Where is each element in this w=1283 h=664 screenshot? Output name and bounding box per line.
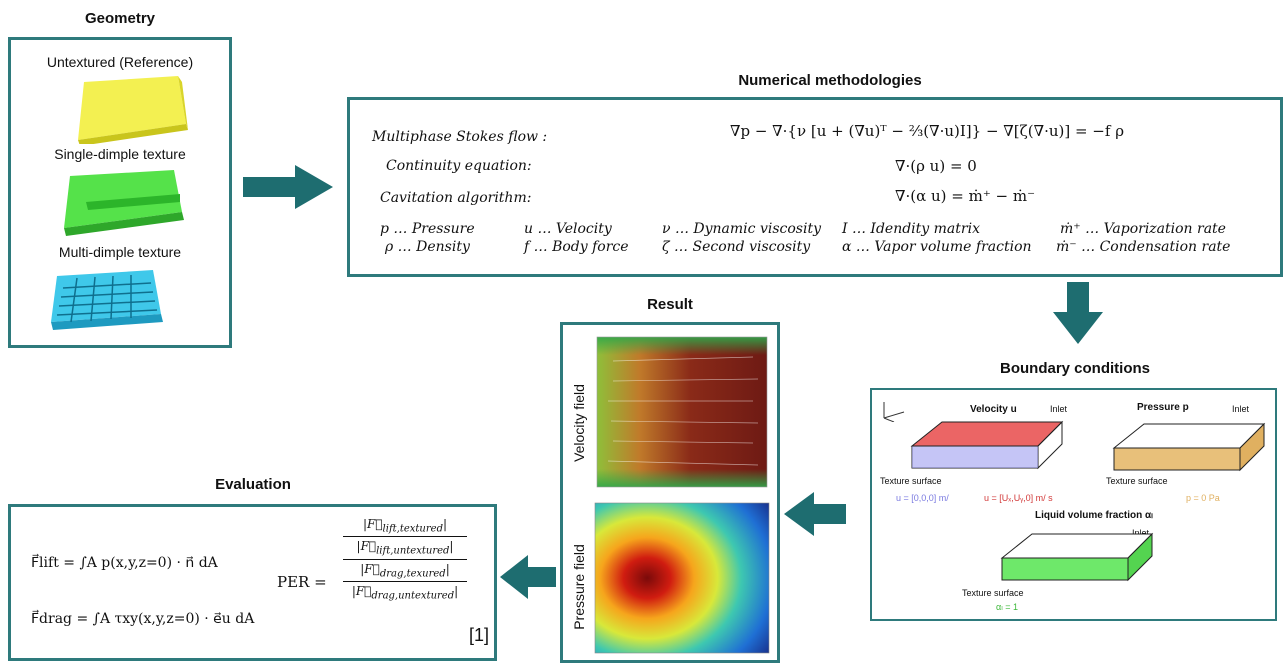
liquid-fraction-title: Liquid volume fraction αₗ bbox=[1035, 510, 1153, 521]
velocity-field-plot bbox=[596, 336, 768, 488]
legend-density: ρ … Density bbox=[385, 239, 470, 255]
velocity-bc-block bbox=[910, 420, 1064, 470]
single-dimple-label: Single-dimple texture bbox=[54, 146, 186, 162]
liquid-fraction-block bbox=[1000, 532, 1154, 582]
evaluation-title: Evaluation bbox=[215, 476, 291, 493]
stokes-label: Multiphase Stokes flow : bbox=[372, 129, 548, 145]
arrow-down-icon bbox=[1053, 282, 1103, 344]
untextured-label: Untextured (Reference) bbox=[46, 54, 194, 70]
legend-condensation-rate: ṁ⁻ … Condensation rate bbox=[1056, 239, 1231, 255]
geometry-panel: Untextured (Reference) Single-dimple tex… bbox=[8, 37, 232, 348]
single-dimple-block-image bbox=[64, 170, 184, 236]
continuity-label: Continuity equation: bbox=[386, 158, 532, 174]
arrow-right-icon bbox=[243, 165, 333, 209]
numerical-panel: Multiphase Stokes flow : ∇p − ∇·{ν [u + … bbox=[347, 97, 1283, 277]
legend-velocity: u … Velocity bbox=[524, 221, 612, 237]
cavitation-label: Cavitation algorithm: bbox=[380, 190, 532, 206]
legend-second-viscosity: ζ … Second viscosity bbox=[662, 239, 811, 255]
velocity-bc-title: Velocity u bbox=[970, 404, 1017, 415]
pressure-texture-label: Texture surface bbox=[1106, 476, 1168, 486]
arrow-left-icon bbox=[784, 492, 846, 536]
velocity-texture-label: Texture surface bbox=[880, 476, 942, 486]
per-fraction: |F⃗lift,textured| |F⃗lift,untextured| |F… bbox=[343, 517, 467, 602]
geometry-title: Geometry bbox=[84, 10, 156, 27]
cavitation-equation: ∇·(α u) = ṁ⁺ − ṁ⁻ bbox=[895, 187, 1035, 205]
stokes-equation: ∇p − ∇·{ν [u + (∇u)ᵀ − ⅔(∇·u)I]} − ∇[ζ(∇… bbox=[730, 122, 1125, 140]
reference-marker: [1] bbox=[469, 625, 490, 645]
legend-body-force: f … Body force bbox=[524, 239, 629, 255]
velocity-field-label: Velocity field bbox=[571, 384, 587, 462]
drag-equation: F⃗drag = ∫A τxy(x,y,z=0) · e⃗u dA bbox=[31, 611, 255, 627]
untextured-block-image bbox=[78, 76, 188, 144]
numerical-title: Numerical methodologies bbox=[738, 72, 922, 89]
pressure-field-label: Pressure field bbox=[571, 544, 587, 630]
liquid-fraction-value: αₗ = 1 bbox=[996, 602, 1018, 612]
boundary-panel: Velocity u Inlet Texture surface u = [0,… bbox=[870, 388, 1277, 621]
legend-pressure: p … Pressure bbox=[380, 221, 475, 237]
legend-vapor-fraction: α … Vapor volume fraction bbox=[842, 239, 1032, 255]
velocity-inlet-label: Inlet bbox=[1050, 404, 1068, 414]
legend-dynamic-viscosity: ν … Dynamic viscosity bbox=[662, 221, 821, 237]
liquid-texture-label: Texture surface bbox=[962, 588, 1024, 598]
liquid-inlet-label: Inlet bbox=[1132, 528, 1150, 538]
boundary-title: Boundary conditions bbox=[1000, 360, 1150, 377]
multi-dimple-label: Multi-dimple texture bbox=[58, 244, 182, 260]
result-title: Result bbox=[647, 296, 693, 313]
continuity-equation: ∇·(ρ u) = 0 bbox=[895, 157, 977, 175]
pressure-inlet-label: Inlet bbox=[1232, 404, 1250, 414]
result-panel: Velocity field Pressure field bbox=[560, 322, 780, 663]
pressure-bc-title: Pressure p bbox=[1137, 402, 1189, 413]
lift-equation: F⃗lift = ∫A p(x,y,z=0) · n⃗ dA bbox=[31, 555, 218, 571]
arrow-left-evaluation-icon bbox=[500, 555, 556, 599]
evaluation-panel: F⃗lift = ∫A p(x,y,z=0) · n⃗ dA F⃗drag = … bbox=[8, 504, 497, 661]
pressure-field-plot bbox=[594, 502, 770, 654]
pressure-value: p = 0 Pa bbox=[1186, 493, 1220, 503]
velocity-inlet-value: u = [Uₓ,Uᵧ,0] m/ s bbox=[984, 493, 1053, 503]
pressure-bc-block bbox=[1112, 422, 1266, 472]
multi-dimple-block-image bbox=[51, 270, 163, 330]
legend-identity-matrix: I … Idendity matrix bbox=[842, 221, 980, 237]
velocity-wall-value: u = [0,0,0] m/ bbox=[896, 493, 949, 503]
axis-triad-icon bbox=[883, 402, 905, 422]
per-label: PER = bbox=[277, 573, 327, 591]
legend-vaporization-rate: ṁ⁺ … Vaporization rate bbox=[1060, 221, 1226, 237]
